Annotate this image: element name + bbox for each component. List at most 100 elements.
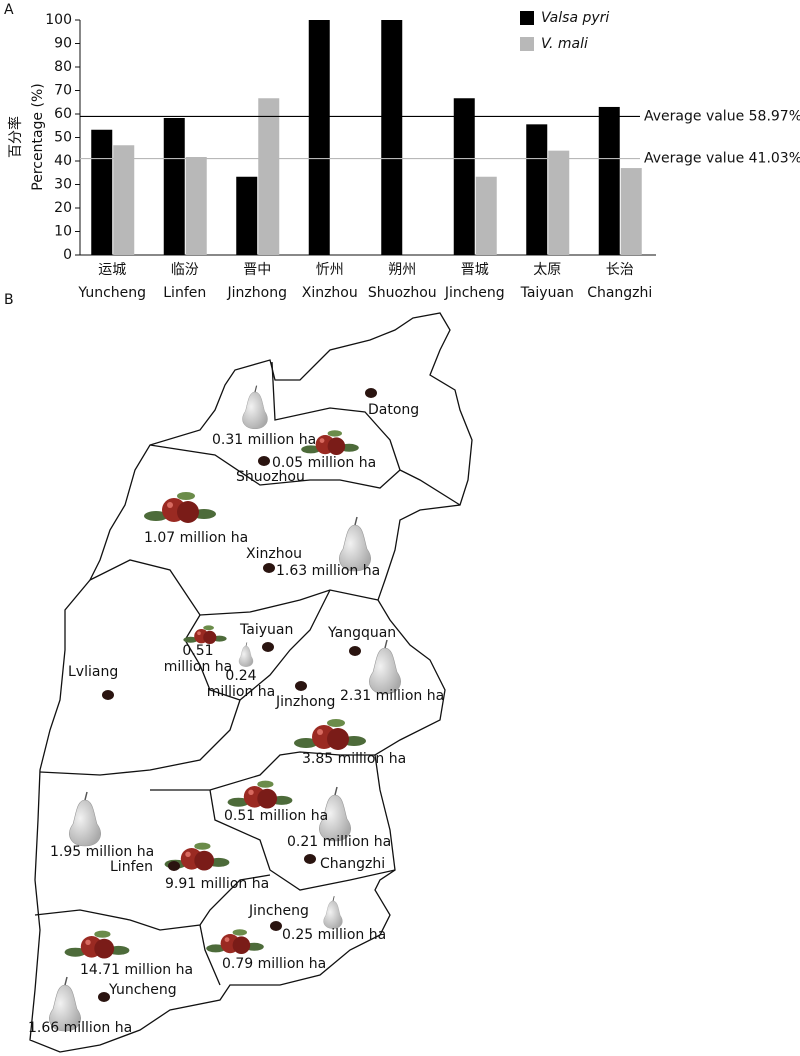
area-label: 0.25 million ha (282, 927, 387, 943)
x-tick-label-zh: 临汾 (171, 262, 199, 278)
x-tick-label: Changzhi (587, 285, 652, 301)
apple-icon (294, 719, 366, 750)
pear-stem (84, 791, 88, 801)
map-outline (29, 312, 473, 1053)
city-dot (263, 563, 275, 573)
pear-icon (238, 642, 254, 667)
area-label: 14.71 million ha (80, 962, 194, 978)
bar (453, 98, 475, 255)
pear (238, 645, 254, 667)
apple-shine (317, 729, 323, 735)
apple (257, 788, 278, 809)
apple-shine (185, 851, 191, 857)
y-tick-label: 90 (54, 36, 72, 52)
city-label: Changzhi (320, 856, 386, 872)
city-label: Xinzhou (246, 546, 303, 562)
city-dot (102, 690, 114, 700)
bar (620, 168, 642, 255)
region-border (271, 361, 461, 506)
x-tick-label: Taiyuan (520, 285, 574, 301)
apple (232, 936, 251, 954)
pear-icon (242, 385, 268, 430)
x-tick-label-zh: 长治 (606, 262, 634, 278)
y-tick-label: 70 (54, 83, 72, 99)
apple (203, 630, 217, 644)
pear-stem (384, 639, 388, 649)
pear-icon (69, 791, 101, 847)
city-label: Shuozhou (236, 469, 305, 485)
region-border (149, 444, 401, 489)
leaf (301, 445, 321, 454)
area-label: 1.63 million ha (276, 563, 381, 579)
apple-icon (206, 929, 264, 954)
pear (323, 900, 343, 929)
legend-label: V. mali (541, 36, 588, 52)
y-tick-label: 60 (54, 106, 72, 122)
reference-label: Average value 58.97% (644, 108, 800, 124)
apple-shine (85, 939, 91, 945)
area-label: 0.21 million ha (287, 834, 392, 850)
province-border (29, 312, 473, 1053)
area-label: 0.51 million ha (224, 808, 329, 824)
bar (91, 129, 113, 255)
legend-label: Valsa pyri (541, 10, 609, 26)
legend-swatch (520, 11, 534, 25)
leaf (294, 738, 318, 748)
city-dot (365, 388, 377, 398)
x-tick-label-zh: 晋城 (461, 262, 489, 278)
y-tick-label: 50 (54, 130, 72, 146)
apple (327, 437, 346, 455)
city-dot (304, 854, 316, 864)
leaf (64, 947, 87, 957)
bar (258, 98, 280, 255)
apple-icon (301, 430, 359, 455)
pear-stem (245, 642, 248, 647)
pear (369, 647, 401, 695)
leaf (327, 719, 345, 727)
area-label: 1.07 million ha (144, 530, 249, 546)
region-border (209, 789, 396, 891)
city-label: Jincheng (249, 903, 309, 919)
pear-icon (319, 786, 351, 842)
legend-swatch (520, 37, 534, 51)
pear-stem (334, 786, 338, 796)
area-label: 0.79 million ha (222, 956, 327, 972)
city-label: Linfen (110, 859, 153, 875)
apple-shine (248, 789, 254, 795)
area-label: 9.91 million ha (165, 876, 270, 892)
bar (308, 20, 330, 255)
pear-stem (254, 385, 258, 393)
apple-icon (64, 930, 130, 959)
city-label: Jinzhong (276, 694, 336, 710)
panel-label: B (4, 292, 14, 308)
city-dot (270, 921, 282, 931)
region-border (39, 699, 241, 776)
x-tick-label-zh: 晋中 (243, 262, 271, 278)
city-label: Datong (368, 402, 420, 418)
y-tick-label: 100 (45, 12, 72, 28)
pear-stem (332, 896, 335, 902)
x-tick-label: Shuozhou (368, 285, 437, 301)
y-tick-label: 20 (54, 200, 72, 216)
apple-shine (197, 631, 201, 635)
pear-icon (49, 976, 81, 1032)
city-label: Taiyuan (240, 622, 294, 638)
leaf (232, 929, 247, 936)
x-tick-label: Yuncheng (77, 285, 146, 301)
pear-icon (339, 516, 371, 572)
pear-icon (369, 639, 401, 695)
apple-shine (224, 937, 230, 942)
region-border (199, 924, 221, 986)
apple-icon (227, 780, 293, 809)
leaf (227, 797, 250, 807)
pear (339, 524, 371, 572)
apple-icon (183, 625, 227, 644)
y-axis-label-zh: 百分率 (7, 116, 24, 158)
area-label: 1.95 million ha (50, 844, 155, 860)
city-dot (295, 681, 307, 691)
city-label: Yangquan (328, 625, 397, 641)
apple (327, 728, 349, 750)
area-label: 2.31 million ha (340, 688, 445, 704)
